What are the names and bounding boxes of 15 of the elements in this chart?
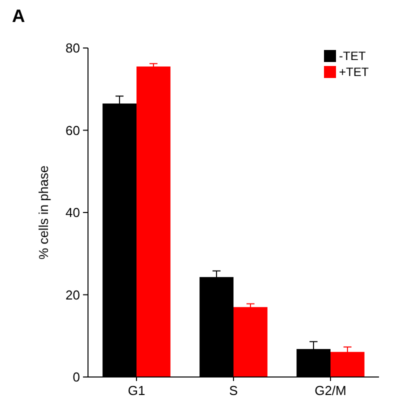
bar [330, 352, 364, 377]
text: A [12, 6, 25, 26]
x-tick-label: G2/M [314, 383, 346, 398]
x-tick-label: S [229, 383, 238, 398]
legend-label: +TET [339, 65, 370, 80]
y-tick-label: 80 [66, 40, 80, 56]
y-axis-title: % cells in phase [36, 166, 51, 260]
legend-label: -TET [339, 49, 366, 64]
y-tick-label: 0 [72, 370, 80, 385]
y-tick-label: 20 [66, 287, 80, 302]
x-tick-label: G1 [128, 383, 146, 398]
bar [234, 307, 268, 377]
y-tick-label: 60 [66, 122, 80, 138]
y-tick-label: 40 [66, 205, 80, 220]
bar [136, 66, 170, 377]
